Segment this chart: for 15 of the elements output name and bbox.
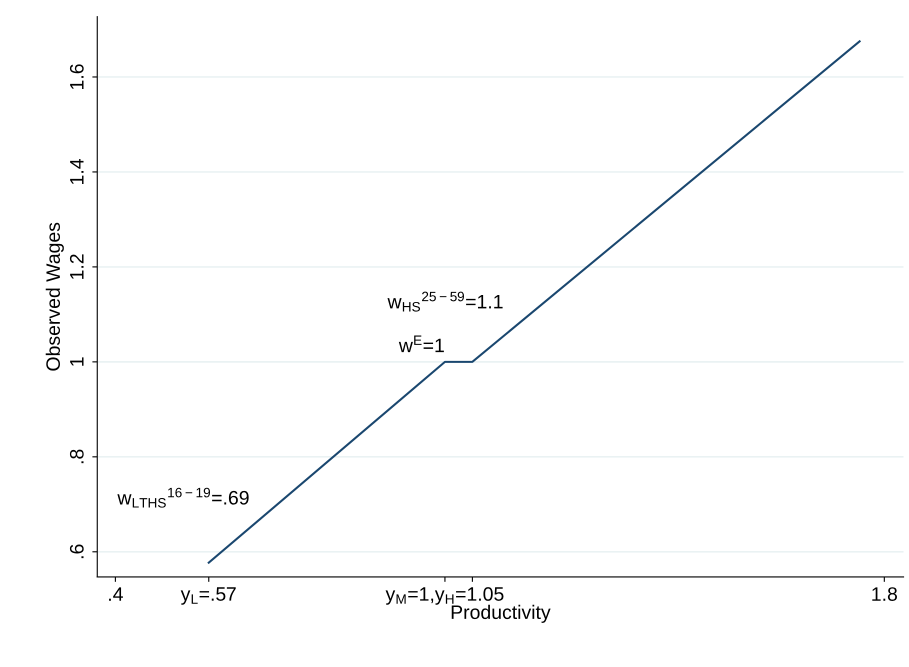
y-axis-title: Observed Wages <box>46 222 64 371</box>
y-tick-label: 1.2 <box>70 254 84 279</box>
y-tick-label: 1.6 <box>70 64 84 90</box>
x-tick-label: 1.8 <box>872 587 897 601</box>
y-tick-label: 1.4 <box>70 158 84 184</box>
annotation: w$^{E}$=1 <box>398 336 444 352</box>
x-tick-label: y$_{L}$=.57 <box>180 587 236 605</box>
x-axis-title: Productivity <box>452 604 551 623</box>
y-tick-label: .8 <box>70 450 84 464</box>
annotation: w$_{HS}$$^{25−59}$=1.1 <box>388 292 503 312</box>
annotation: w$_{LTHS}$$^{16−19}$=.69 <box>117 488 249 508</box>
x-tick-label: .4 <box>109 587 123 601</box>
x-tick-label: y$_{M}$=1,y$_{H}$=1.05 <box>386 587 504 605</box>
y-tick-label: .6 <box>70 544 84 558</box>
y-tick-label: 1 <box>70 357 84 366</box>
